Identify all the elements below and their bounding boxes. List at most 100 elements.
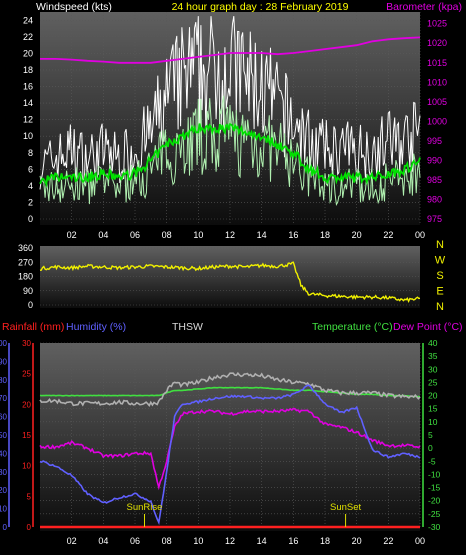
wind-average-series — [39, 122, 421, 188]
barometer-tick-label: 1010 — [427, 77, 447, 87]
humidity-series — [39, 384, 421, 526]
x-tick-label: 20 — [352, 536, 362, 546]
humidity-tick-label: 100 — [0, 339, 8, 348]
barometer-tick-label: 975 — [427, 214, 442, 224]
humidity-tick-label: 0 — [3, 523, 8, 532]
humidity-axis-label: Humidity (%) — [66, 321, 126, 333]
compass-label: W — [435, 255, 446, 267]
x-tick-label: 00 — [415, 536, 425, 546]
humidity-tick-label: 30 — [0, 468, 8, 477]
x-tick-label: 02 — [67, 230, 77, 240]
barometer-tick-label: 1015 — [427, 58, 447, 68]
direction-tick-label: 270 — [18, 257, 33, 267]
x-tick-label: 20 — [352, 230, 362, 240]
x-tick-label: 14 — [257, 536, 267, 546]
direction-plot-background — [40, 246, 420, 308]
humidity-tick-label: 90 — [0, 357, 8, 366]
temperature-tick-label: 5 — [428, 430, 433, 440]
sunset-label: SunSet — [330, 502, 362, 513]
temperature-tick-label: -20 — [428, 496, 441, 506]
barometer-series — [40, 36, 421, 64]
thsw-label: THSW — [172, 321, 203, 333]
windspeed-tick-label: 2 — [28, 197, 33, 207]
rainfall-tick-label: 0 — [27, 523, 32, 532]
rainfall-tick-label: 25 — [22, 370, 31, 379]
windspeed-tick-label: 20 — [23, 48, 33, 58]
windspeed-tick-label: 12 — [23, 115, 33, 125]
rainfall-tick-label: 30 — [22, 339, 31, 348]
humidity-tick-label: 40 — [0, 449, 8, 458]
x-tick-label: 16 — [288, 536, 298, 546]
temperature-series — [39, 386, 421, 398]
thsw-series — [39, 371, 421, 407]
windspeed-tick-label: 6 — [28, 164, 33, 174]
temperature-tick-label: 10 — [428, 417, 438, 427]
compass-label: N — [436, 301, 444, 313]
humidity-tick-label: 60 — [0, 413, 8, 422]
temperature-tick-label: 40 — [428, 338, 438, 348]
humidity-tick-label: 70 — [0, 394, 8, 403]
windspeed-tick-label: 10 — [23, 131, 33, 141]
rainfall-tick-label: 15 — [22, 431, 31, 440]
barometer-tick-label: 1025 — [427, 19, 447, 29]
temperature-tick-label: -15 — [428, 483, 441, 493]
humidity-tick-label: 80 — [0, 376, 8, 385]
x-tick-label: 08 — [162, 230, 172, 240]
windspeed-tick-label: 14 — [23, 98, 33, 108]
temperature-tick-label: -30 — [428, 522, 441, 532]
temperature-tick-label: 15 — [428, 404, 438, 414]
temperature-tick-label: -5 — [428, 456, 436, 466]
direction-tick-label: 0 — [28, 300, 33, 310]
barometer-tick-label: 990 — [427, 155, 442, 165]
humidity-tick-label: 10 — [0, 505, 8, 514]
x-tick-label: 04 — [98, 230, 108, 240]
direction-tick-label: 90 — [23, 286, 33, 296]
x-tick-label: 14 — [257, 230, 267, 240]
rainfall-tick-label: 10 — [22, 462, 31, 471]
x-tick-label: 22 — [383, 536, 393, 546]
barometer-tick-label: 980 — [427, 194, 442, 204]
windspeed-axis-label: Windspeed (kts) — [36, 1, 112, 13]
direction-tick-label: 360 — [18, 243, 33, 253]
x-tick-label: 06 — [130, 230, 140, 240]
x-tick-label: 04 — [98, 536, 108, 546]
temperature-axis-label: Temperature (°C) — [312, 321, 393, 333]
x-tick-label: 22 — [383, 230, 393, 240]
sunrise-label: SunRise — [127, 502, 163, 513]
windspeed-tick-label: 0 — [28, 214, 33, 224]
humidity-tick-label: 20 — [0, 486, 8, 495]
temperature-tick-label: 20 — [428, 391, 438, 401]
windspeed-tick-label: 18 — [23, 65, 33, 75]
wind-gust-series — [39, 16, 421, 190]
barometer-tick-label: 1020 — [427, 38, 447, 48]
x-tick-label: 08 — [162, 536, 172, 546]
temperature-tick-label: 35 — [428, 351, 438, 361]
barometer-axis-label: Barometer (kpa) — [386, 1, 462, 13]
x-tick-label: 18 — [320, 536, 330, 546]
windspeed-tick-label: 8 — [28, 148, 33, 158]
rainfall-tick-label: 5 — [27, 492, 32, 501]
x-tick-label: 12 — [225, 536, 235, 546]
x-tick-label: 12 — [225, 230, 235, 240]
barometer-tick-label: 995 — [427, 136, 442, 146]
x-tick-label: 18 — [320, 230, 330, 240]
temperature-tick-label: -10 — [428, 469, 441, 479]
compass-label: E — [436, 286, 443, 298]
rainfall-axis-label: Rainfall (mm) — [2, 321, 64, 333]
compass-label: N — [436, 239, 444, 251]
windspeed-tick-label: 24 — [23, 15, 33, 25]
windspeed-tick-label: 4 — [28, 181, 33, 191]
temperature-tick-label: 0 — [428, 443, 433, 453]
barometer-tick-label: 985 — [427, 175, 442, 185]
humidity-tick-label: 50 — [0, 431, 8, 440]
windspeed-tick-label: 22 — [23, 32, 33, 42]
temperature-tick-label: -25 — [428, 509, 441, 519]
direction-tick-label: 180 — [18, 272, 33, 282]
x-tick-label: 02 — [67, 536, 77, 546]
dewpoint-axis-label: Dew Point (°C) — [393, 321, 463, 333]
x-tick-label: 00 — [415, 230, 425, 240]
rainfall-tick-label: 20 — [22, 400, 31, 409]
barometer-tick-label: 1000 — [427, 116, 447, 126]
x-tick-label: 16 — [288, 230, 298, 240]
